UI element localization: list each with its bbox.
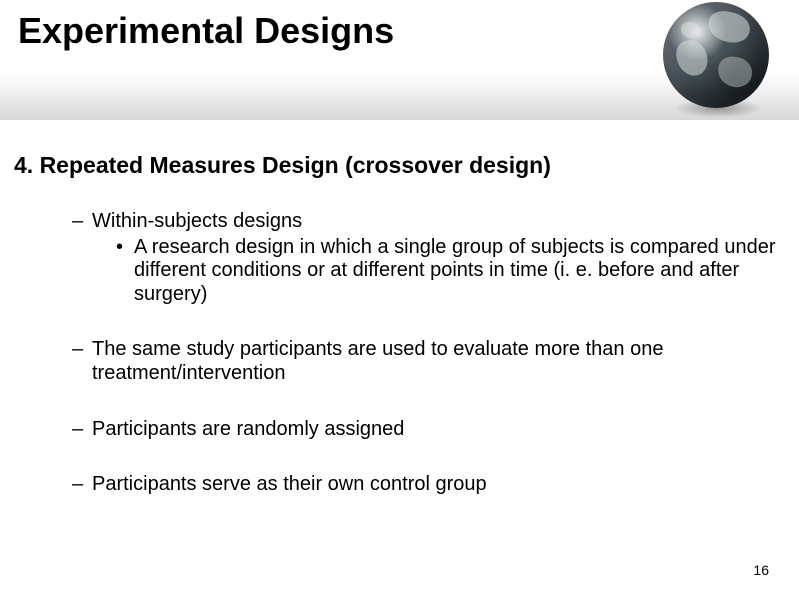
bullet-text: The same study participants are used to … <box>92 338 663 384</box>
content-body: Within-subjects designs A research desig… <box>14 210 779 529</box>
list-item: Within-subjects designs A research desig… <box>14 210 779 306</box>
sub-bullet-text: A research design in which a single grou… <box>134 236 775 305</box>
section-heading: 4. Repeated Measures Design (crossover d… <box>14 152 551 179</box>
list-item: Participants are randomly assigned <box>14 418 779 442</box>
sub-list-item: A research design in which a single grou… <box>92 236 779 307</box>
header-region: Experimental Designs <box>0 0 799 120</box>
page-number: 16 <box>753 562 769 578</box>
list-item: Participants serve as their own control … <box>14 473 779 497</box>
slide-title: Experimental Designs <box>18 10 394 52</box>
list-item: The same study participants are used to … <box>14 338 779 385</box>
bullet-text: Within-subjects designs <box>92 210 302 232</box>
globe-icon <box>663 2 773 112</box>
bullet-text: Participants are randomly assigned <box>92 418 404 440</box>
bullet-text: Participants serve as their own control … <box>92 473 487 495</box>
